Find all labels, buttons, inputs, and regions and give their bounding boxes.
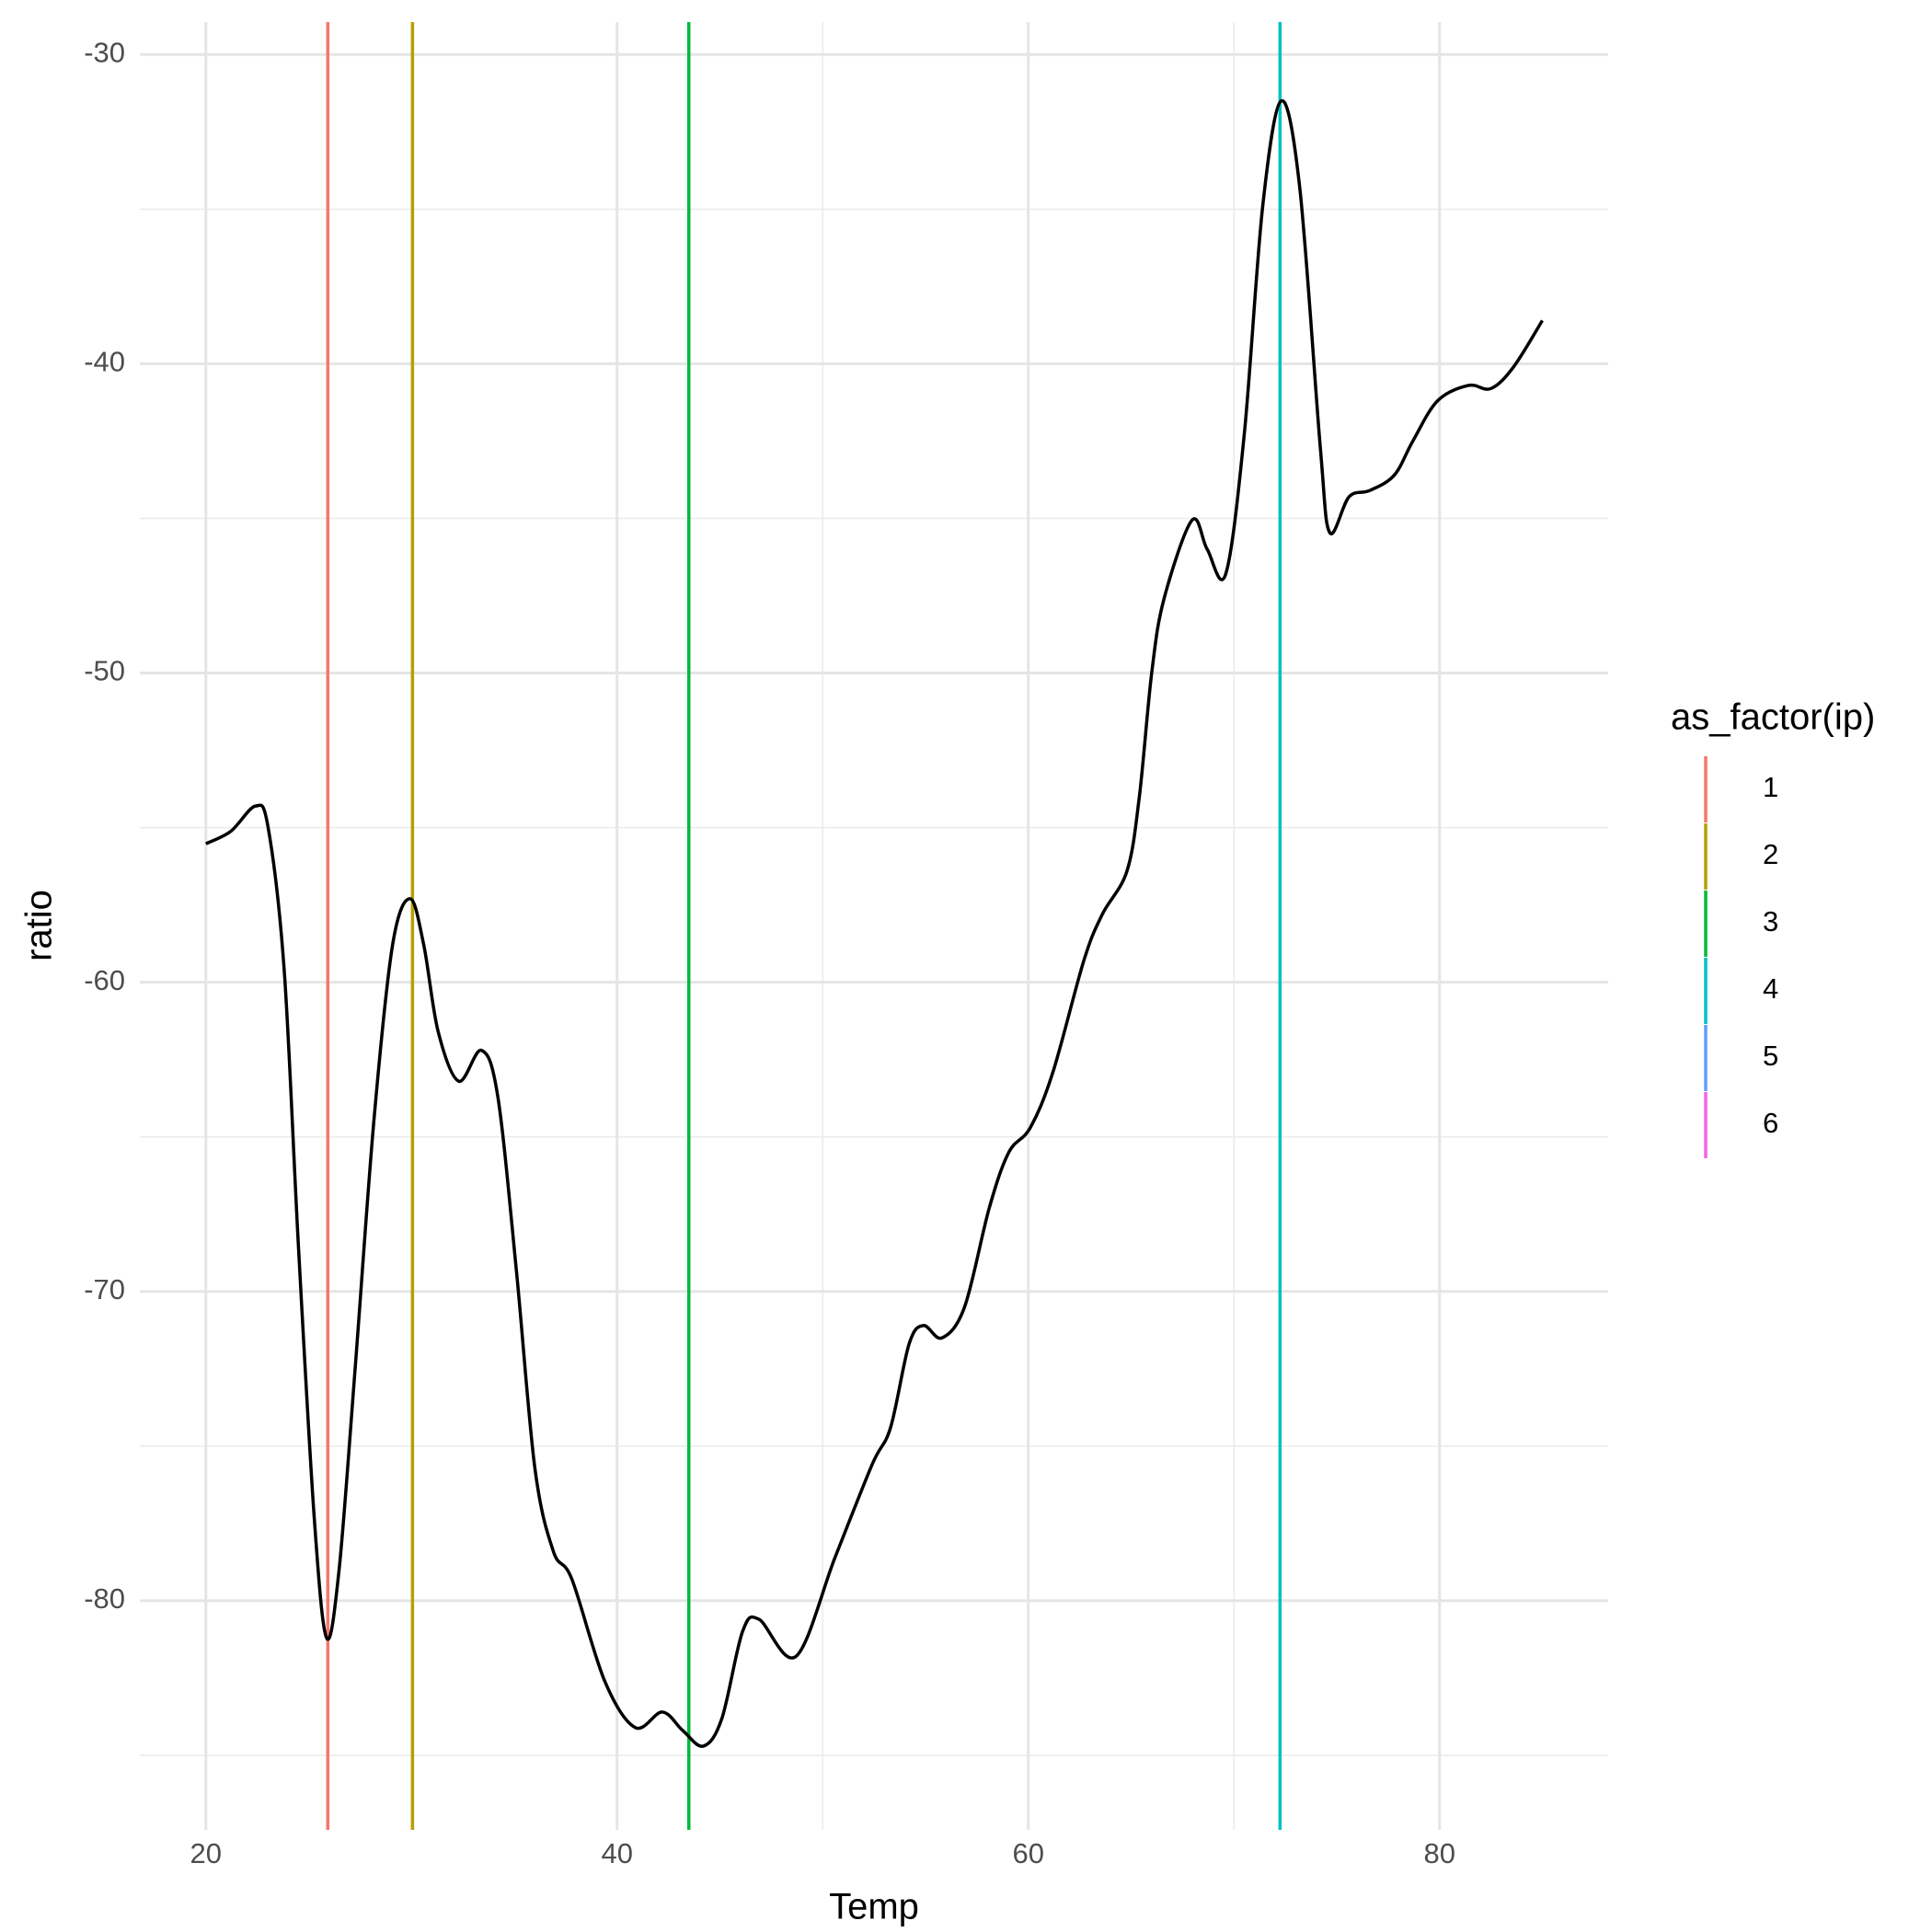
x-tick-label: 80 [1423,1837,1455,1869]
legend-label: 4 [1763,972,1778,1005]
legend-label: 1 [1763,771,1778,803]
y-tick-label: -80 [84,1582,125,1615]
x-tick-label: 60 [1012,1837,1043,1869]
x-tick-label: 20 [190,1837,222,1869]
line [204,98,1544,1748]
legend-label: 5 [1763,1040,1778,1072]
x-tick-label: 40 [601,1837,632,1869]
legend-title: as_factor(ip) [1671,697,1875,738]
y-tick-label: -60 [84,964,125,996]
legend-label: 6 [1763,1107,1778,1139]
y-tick-label: -70 [84,1273,125,1305]
y-tick-label: -30 [84,36,125,68]
y-tick-label: -40 [84,346,125,378]
legend-label: 2 [1763,838,1778,870]
legend-label: 3 [1763,905,1778,937]
y-tick-label: -50 [84,655,125,687]
x-axis-title: Temp [829,1887,919,1927]
y-axis-title: ratio [19,890,60,961]
